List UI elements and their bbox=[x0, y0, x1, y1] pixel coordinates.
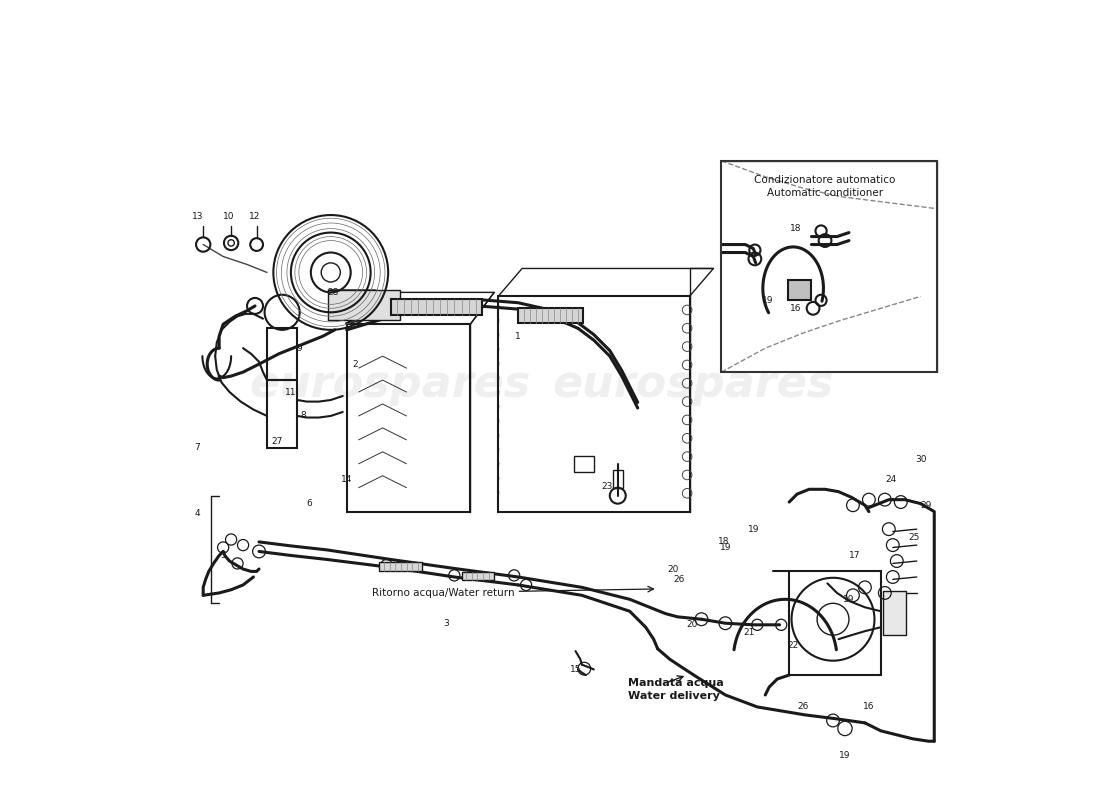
Text: 26: 26 bbox=[673, 575, 685, 584]
Text: 30: 30 bbox=[915, 455, 926, 464]
Text: 14: 14 bbox=[341, 475, 352, 484]
Text: 19: 19 bbox=[844, 595, 855, 604]
Text: 3: 3 bbox=[443, 618, 449, 628]
Text: 22: 22 bbox=[788, 641, 799, 650]
Text: 19: 19 bbox=[762, 296, 773, 305]
Bar bbox=[462, 572, 494, 580]
Bar bbox=[518, 308, 583, 322]
Bar bbox=[329, 290, 400, 320]
Bar bbox=[267, 328, 297, 380]
Text: 27: 27 bbox=[272, 437, 283, 446]
Text: 20: 20 bbox=[686, 620, 697, 630]
Text: 16: 16 bbox=[864, 702, 874, 710]
Text: 15: 15 bbox=[570, 665, 581, 674]
Text: 17: 17 bbox=[849, 551, 860, 560]
Text: Mandata acqua
Water delivery: Mandata acqua Water delivery bbox=[628, 678, 724, 701]
Bar bbox=[574, 456, 594, 472]
Text: 9: 9 bbox=[296, 344, 301, 353]
Text: 13: 13 bbox=[191, 212, 204, 221]
Text: 7: 7 bbox=[194, 443, 200, 452]
Text: 25: 25 bbox=[909, 533, 920, 542]
Bar bbox=[346, 324, 471, 512]
Text: 11: 11 bbox=[285, 387, 297, 397]
Text: 6: 6 bbox=[307, 499, 312, 508]
Text: 19: 19 bbox=[748, 525, 759, 534]
Bar bbox=[789, 571, 881, 675]
Text: Ritorno acqua/Water return: Ritorno acqua/Water return bbox=[372, 588, 514, 598]
Text: 2: 2 bbox=[352, 360, 358, 369]
Text: eurospares: eurospares bbox=[250, 362, 531, 406]
Bar bbox=[267, 380, 297, 448]
Text: 28: 28 bbox=[328, 288, 339, 297]
Text: 20: 20 bbox=[667, 565, 679, 574]
Text: 24: 24 bbox=[886, 475, 896, 484]
Text: 1: 1 bbox=[515, 332, 521, 341]
Text: 10: 10 bbox=[223, 212, 234, 221]
Text: 12: 12 bbox=[250, 212, 261, 221]
Text: 21: 21 bbox=[744, 628, 755, 638]
Bar bbox=[613, 470, 623, 488]
Bar bbox=[788, 281, 812, 300]
Text: 8: 8 bbox=[300, 411, 306, 421]
Text: eurospares: eurospares bbox=[553, 362, 834, 406]
Bar bbox=[498, 296, 690, 512]
Bar bbox=[378, 562, 422, 571]
Text: 19: 19 bbox=[719, 543, 732, 552]
Text: 4: 4 bbox=[195, 509, 200, 518]
Text: 16: 16 bbox=[790, 304, 801, 313]
Text: 23: 23 bbox=[602, 482, 613, 490]
Bar bbox=[390, 298, 482, 314]
Text: 29: 29 bbox=[921, 501, 932, 510]
Text: 18: 18 bbox=[790, 224, 801, 233]
Bar bbox=[883, 591, 905, 635]
Text: 18: 18 bbox=[718, 538, 729, 546]
Bar bbox=[722, 161, 937, 372]
Text: 19: 19 bbox=[839, 751, 850, 760]
Text: Condizionatore automatico
Automatic conditioner: Condizionatore automatico Automatic cond… bbox=[755, 175, 895, 198]
Text: 26: 26 bbox=[798, 702, 810, 710]
Text: 5: 5 bbox=[220, 551, 225, 560]
